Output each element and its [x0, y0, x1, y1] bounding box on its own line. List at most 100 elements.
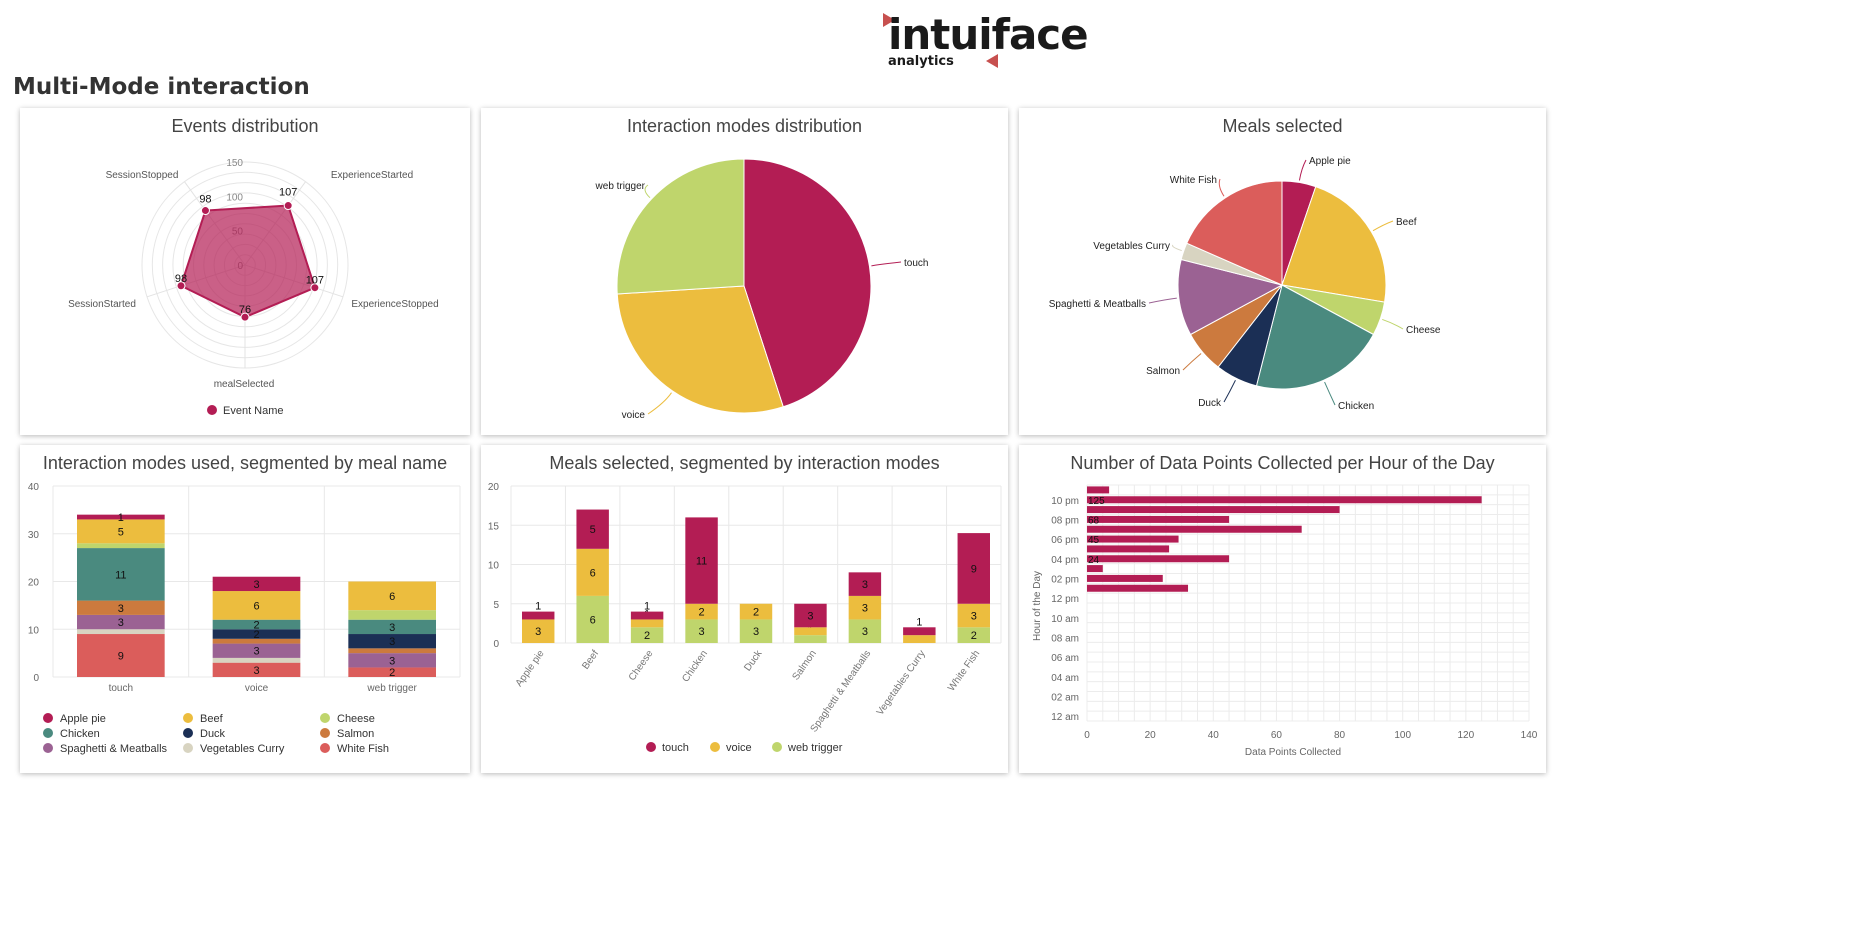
bar-data-label: 3: [862, 603, 868, 615]
bar-segment: [685, 619, 718, 643]
bar-segment: [685, 603, 718, 620]
bar-segment: [630, 627, 664, 643]
logo-subtitle: analytics: [888, 54, 954, 69]
bar: [1087, 525, 1302, 533]
chart-title: Number of Data Points Collected per Hour…: [1070, 453, 1495, 473]
bar-data-label: 9: [971, 563, 977, 575]
bar-data-label: 24: [1088, 555, 1100, 566]
bar: [1087, 506, 1340, 514]
pie-slice-label: Spaghetti & Meatballs: [1049, 299, 1146, 310]
chart-title: Interaction modes used, segmented by mea…: [42, 453, 448, 473]
bar-segment: [739, 619, 773, 643]
bar-segment: [77, 543, 165, 549]
legend-label: Beef: [200, 713, 224, 725]
panel-interaction-modes-distribution: Interaction modes distribution touch voic…: [481, 108, 1008, 435]
x-tick-label: Vegetables Curry: [875, 648, 928, 717]
x-tick-label: voice: [245, 683, 269, 694]
bar-segment: [348, 648, 436, 654]
bar-segment: [77, 614, 165, 630]
pie-leader-line: [1372, 220, 1394, 232]
pie-leader-line: [1182, 353, 1202, 371]
x-tick-label: 0: [1084, 730, 1090, 741]
radar-point: [200, 206, 210, 216]
bar-segment: [348, 667, 436, 677]
legend-swatch: [43, 728, 53, 738]
bar-segment: [848, 595, 882, 620]
intuiface-logo: intuiface analytics: [880, 10, 1089, 70]
bar: [1087, 574, 1163, 582]
y-tick-label: 04 pm: [1051, 555, 1079, 566]
legend-swatch: [43, 713, 53, 723]
pie-slice-label: Chicken: [1338, 401, 1374, 412]
legend-label: Apple pie: [60, 713, 106, 725]
bar-data-label: 3: [253, 665, 259, 677]
bar-data-label: 3: [807, 611, 813, 623]
y-tick-label: 30: [28, 530, 40, 541]
radar-tick-label: 100: [226, 192, 243, 203]
radar-axis-label: SessionStopped: [106, 170, 179, 181]
bar: [1087, 496, 1482, 504]
pie-leader-line: [1172, 244, 1182, 252]
y-tick-label: 06 pm: [1051, 535, 1079, 546]
y-tick-label: 10: [488, 561, 500, 572]
y-axis-label: Hour of the Day: [1032, 571, 1043, 641]
bar: [1087, 565, 1103, 573]
pie-slice: [616, 285, 784, 414]
bar-data-label: 3: [971, 611, 977, 623]
bar-data-label: 1: [118, 512, 124, 524]
radar-axis-label: SessionStarted: [68, 299, 136, 310]
bar-data-label: 3: [118, 617, 124, 629]
x-tick-label: web trigger: [366, 683, 417, 694]
x-tick-label: White Fish: [946, 648, 982, 693]
panel-events-distribution: Events distribution 050100150107Experien…: [20, 108, 470, 435]
bar-segment: [348, 581, 436, 611]
pie-leader-line: [1324, 381, 1336, 406]
bar-segment: [348, 619, 436, 635]
bar-segment: [957, 627, 990, 643]
bar-data-label: 6: [253, 600, 259, 612]
legend-swatch: [207, 405, 217, 415]
bar-segment: [212, 638, 301, 644]
bar-segment: [522, 619, 555, 643]
bar-segment: [739, 603, 773, 620]
bar-segment: [77, 629, 165, 635]
bar-data-label: 3: [389, 636, 395, 648]
pie-leader-line: [1223, 380, 1236, 403]
pie-slice-label: Beef: [1396, 217, 1417, 228]
x-tick-label: touch: [109, 683, 133, 694]
bar-data-label: 3: [389, 622, 395, 634]
pie-slice-label: web trigger: [595, 181, 646, 192]
chart-title: Meals selected: [1222, 116, 1343, 136]
bar-segment: [903, 627, 936, 636]
x-tick-label: Beef: [580, 648, 601, 671]
pie-leader-line: [647, 392, 672, 415]
bar-data-label: 2: [971, 630, 977, 642]
x-tick-label: 120: [1458, 730, 1475, 741]
pie-slice-label: Cheese: [1406, 325, 1441, 336]
y-tick-label: 10 pm: [1051, 496, 1079, 507]
radar-axis-label: ExperienceStopped: [351, 299, 438, 310]
bar-segment: [77, 634, 165, 677]
x-tick-label: 40: [1208, 730, 1220, 741]
bar-data-label: 2: [753, 607, 759, 619]
bar-data-label: 9: [118, 651, 124, 663]
y-tick-label: 10: [28, 625, 40, 636]
bar-segment: [957, 533, 990, 604]
bar-data-label: 11: [696, 556, 707, 568]
bar-data-label: 2: [644, 630, 650, 642]
legend-swatch: [43, 743, 53, 753]
bar: [1087, 486, 1110, 494]
radar-data-label: 98: [175, 273, 187, 285]
bar-data-label: 2: [253, 629, 259, 641]
bar-data-label: 125: [1088, 496, 1105, 507]
pie-leader-line: [871, 261, 902, 267]
bar-data-label: 3: [118, 603, 124, 615]
pie-slice-label: Apple pie: [1309, 156, 1351, 167]
bar-data-label: 3: [389, 655, 395, 667]
legend-swatch: [772, 742, 782, 752]
bar-data-label: 3: [862, 579, 868, 591]
bar-data-label: 1: [916, 616, 922, 628]
pie-slice-label: Salmon: [1146, 366, 1180, 377]
bar-segment: [794, 627, 827, 636]
